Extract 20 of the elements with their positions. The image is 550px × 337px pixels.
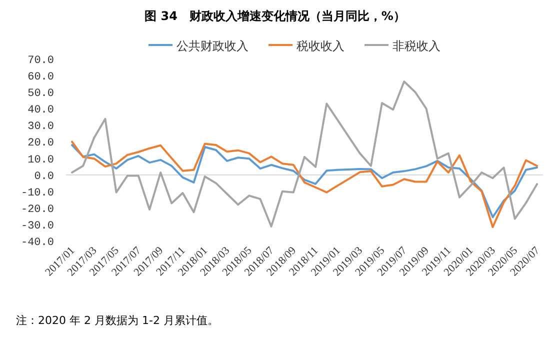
y-tick-label: -20.0 [20,204,54,216]
y-tick-label: -40.0 [20,237,54,249]
line-series [71,144,538,218]
y-tick-label: 70.0 [28,55,54,67]
y-tick-label: 0.0 [34,170,54,183]
y-tick-label: 10.0 [28,154,54,166]
y-tick-label: -30.0 [20,220,54,232]
legend-label: 公共财政收入 [176,39,248,53]
legend-label: 非税收入 [392,39,440,53]
y-tick-label: 40.0 [28,104,54,117]
chart-title: 图 34 财政收入增速变化情况（当月同比，%） [144,9,406,23]
y-tick-label: 30.0 [28,121,54,134]
line-series [71,140,538,228]
line-series [71,80,538,228]
text: 注：2020 年 2 月数据为 1-2 月累计值。 [16,314,218,327]
y-tick-label: 20.0 [28,138,54,150]
y-tick-label: 50.0 [28,88,54,100]
y-tick-label: -10.0 [20,187,54,200]
legend-label: 税收收入 [296,39,344,53]
y-tick-label: 60.0 [28,72,54,84]
